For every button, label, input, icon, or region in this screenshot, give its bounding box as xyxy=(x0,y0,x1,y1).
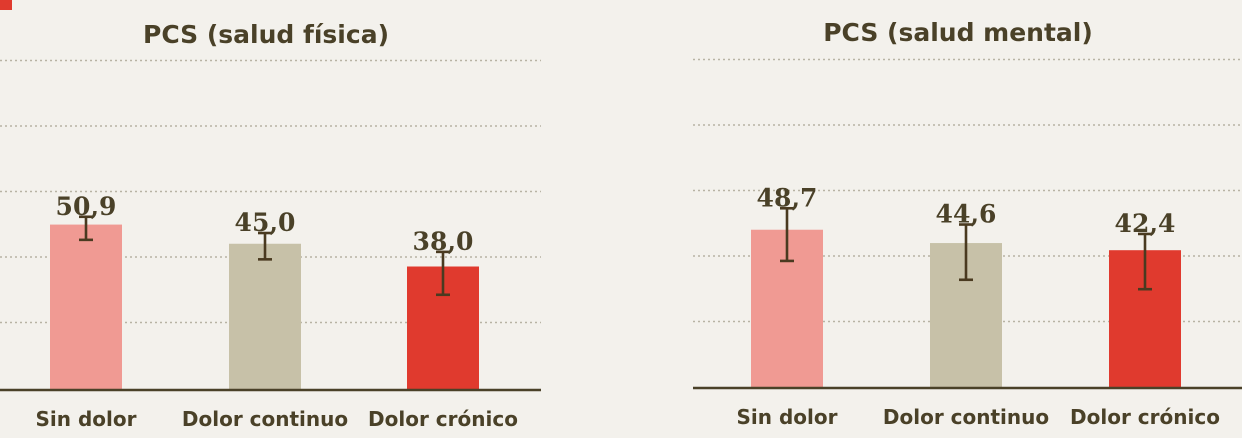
error-bar-dolor-cronico xyxy=(1138,232,1152,291)
chart-pcs-salud-fisica: PCS (salud física) 50,9 45,0 38,0 Sin do… xyxy=(0,20,541,431)
bars xyxy=(751,206,1181,388)
labels: 50,9 45,0 38,0 Sin dolor Dolor continuo … xyxy=(36,192,518,431)
value-label-sin-dolor: 50,9 xyxy=(56,192,117,221)
chart-title: PCS (salud mental) xyxy=(823,18,1093,47)
error-bar-dolor-continuo xyxy=(258,231,272,261)
category-label-dolor-continuo: Dolor continuo xyxy=(182,407,348,431)
chart-pcs-salud-mental: PCS (salud mental) 48,7 44,6 42,4 Sin do… xyxy=(693,18,1242,429)
corner-accent-mark xyxy=(0,0,12,10)
bar-sin-dolor xyxy=(50,224,122,390)
value-label-sin-dolor: 48,7 xyxy=(757,183,818,212)
category-label-sin-dolor: Sin dolor xyxy=(36,407,137,431)
value-label-dolor-cronico: 42,4 xyxy=(1115,209,1176,238)
category-label-sin-dolor: Sin dolor xyxy=(737,405,838,429)
error-bar-dolor-continuo xyxy=(959,223,973,282)
error-bar-sin-dolor xyxy=(79,215,93,242)
bars xyxy=(50,215,479,390)
labels: 48,7 44,6 42,4 Sin dolor Dolor continuo … xyxy=(737,183,1220,429)
value-label-dolor-continuo: 45,0 xyxy=(235,208,296,237)
chart-title: PCS (salud física) xyxy=(143,20,389,49)
category-label-dolor-cronico: Dolor crónico xyxy=(368,407,518,431)
category-label-dolor-continuo: Dolor continuo xyxy=(883,405,1049,429)
error-bar-sin-dolor xyxy=(780,206,794,263)
bar-dolor-continuo xyxy=(229,243,301,390)
value-label-dolor-cronico: 38,0 xyxy=(413,227,474,256)
error-bar-dolor-cronico xyxy=(436,250,450,297)
value-label-dolor-continuo: 44,6 xyxy=(936,200,997,229)
category-label-dolor-cronico: Dolor crónico xyxy=(1070,405,1220,429)
